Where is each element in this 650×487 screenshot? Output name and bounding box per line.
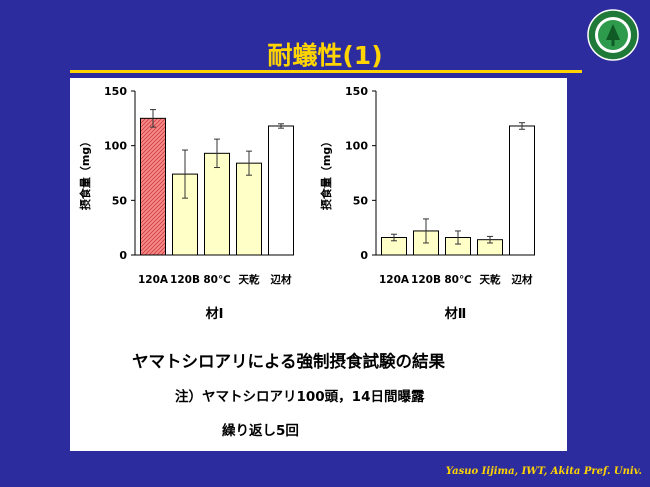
chart1-y-tick-label: 150: [104, 85, 127, 98]
tree-icon: [606, 24, 620, 40]
chart2-category-label: 120B: [411, 274, 441, 286]
caption-main: ヤマトシロアリによる強制摂食試験の結果: [132, 352, 446, 371]
chart1-category-label: 80℃: [203, 274, 230, 286]
chart-panel: 0 50 100 150 摂食量（mg） 120A 120B 80℃ 天乾 辺材 材Ⅰ 0 50 100 1…: [70, 78, 567, 451]
chart1-bar: [268, 125, 294, 256]
chart2-y-tick-label: 100: [345, 140, 368, 153]
chart2-category-label: 天乾: [480, 273, 501, 286]
title-underline: [70, 70, 582, 73]
chart2-category-label: 120A: [379, 274, 410, 286]
chart1-category-label: 辺材: [271, 273, 292, 286]
chart1-bar: [236, 162, 262, 256]
caption-repeat: 繰り返し5回: [222, 423, 299, 439]
chart1-y-tick-label: 100: [104, 140, 127, 153]
chart1-bar: [140, 117, 166, 256]
chart1-category-label: 120B: [170, 274, 200, 286]
chart1-y-tick-label: 50: [112, 194, 128, 207]
chart1-category-label: 天乾: [239, 273, 260, 286]
chart1-y-tick-label: 0: [119, 249, 127, 262]
footer-credit: Yasuo Iijima, IWT, Akita Pref. Univ.: [445, 466, 642, 477]
chart2-y-tick-label: 150: [345, 85, 368, 98]
chart1-bar: [204, 152, 230, 256]
chart2-y-tick-label: 50: [353, 194, 369, 207]
slide-title: 耐蟻性(1): [267, 41, 383, 70]
chart2-x-axis-label: 材Ⅱ: [445, 306, 467, 322]
university-logo: [587, 9, 639, 61]
chart2-bar: [509, 125, 535, 256]
chart1-y-axis-label: 摂食量（mg）: [78, 136, 92, 210]
chart2-y-axis-label: 摂食量（mg）: [319, 136, 333, 210]
chart2-category-label: 80℃: [444, 274, 471, 286]
chart1-category-label: 120A: [138, 274, 169, 286]
chart1-x-axis-label: 材Ⅰ: [206, 306, 224, 322]
caption-note: 注）ヤマトシロアリ100頭，14日間曝露: [175, 389, 425, 405]
chart2-y-tick-label: 0: [360, 249, 368, 262]
chart2-category-label: 辺材: [512, 273, 533, 286]
